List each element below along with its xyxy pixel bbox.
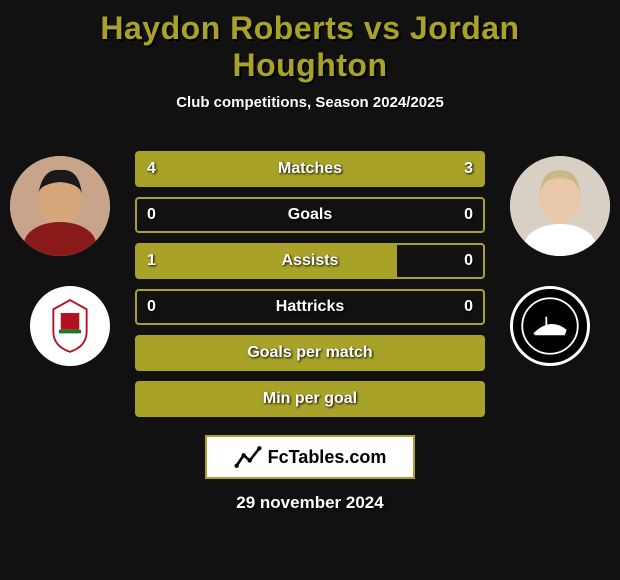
club1-badge-icon [33, 289, 107, 363]
player1-club-logo [30, 286, 110, 366]
stat-row: 0 0 Hattricks [135, 289, 485, 325]
stat-row: Goals per match [135, 335, 485, 371]
stat-bars: 4 3 Matches 0 0 Goals 1 0 Assists 0 0 Hattricks Goal… [135, 141, 485, 417]
player1-name: Haydon Roberts [100, 10, 354, 46]
player2-avatar-icon [510, 156, 610, 256]
stat-label: Min per goal [263, 390, 357, 408]
club2-badge-icon [513, 289, 587, 363]
page-title: Haydon Roberts vs Jordan Houghton [0, 10, 620, 84]
subtitle: Club competitions, Season 2024/2025 [0, 94, 620, 111]
stat-value-right: 0 [464, 252, 473, 270]
stat-label: Matches [278, 160, 342, 178]
stat-label: Assists [282, 252, 339, 270]
stat-row: 1 0 Assists [135, 243, 485, 279]
fctables-logo[interactable]: FcTables.com [205, 435, 415, 479]
comparison-card: Haydon Roberts vs Jordan Houghton Club c… [0, 0, 620, 533]
stat-row: Min per goal [135, 381, 485, 417]
chart-icon [234, 443, 262, 471]
stat-bar-right-fill [334, 153, 483, 185]
stat-value-right: 3 [464, 160, 473, 178]
date-text: 29 november 2024 [0, 493, 620, 513]
fctables-text: FcTables.com [268, 447, 387, 468]
player1-photo [10, 156, 110, 256]
player2-club-logo [510, 286, 590, 366]
stat-value-left: 0 [147, 298, 156, 316]
stat-label: Goals [288, 206, 332, 224]
player1-avatar-icon [10, 156, 110, 256]
stat-value-left: 4 [147, 160, 156, 178]
content-area: 4 3 Matches 0 0 Goals 1 0 Assists 0 0 Hattricks Goal… [0, 141, 620, 513]
stat-row: 4 3 Matches [135, 151, 485, 187]
stat-bar-left-fill [137, 245, 397, 277]
stat-value-left: 0 [147, 206, 156, 224]
vs-text: vs [364, 10, 401, 46]
stat-value-right: 0 [464, 206, 473, 224]
stat-row: 0 0 Goals [135, 197, 485, 233]
stat-value-right: 0 [464, 298, 473, 316]
stat-label: Hattricks [276, 298, 344, 316]
stat-value-left: 1 [147, 252, 156, 270]
player2-photo [510, 156, 610, 256]
stat-label: Goals per match [247, 344, 372, 362]
